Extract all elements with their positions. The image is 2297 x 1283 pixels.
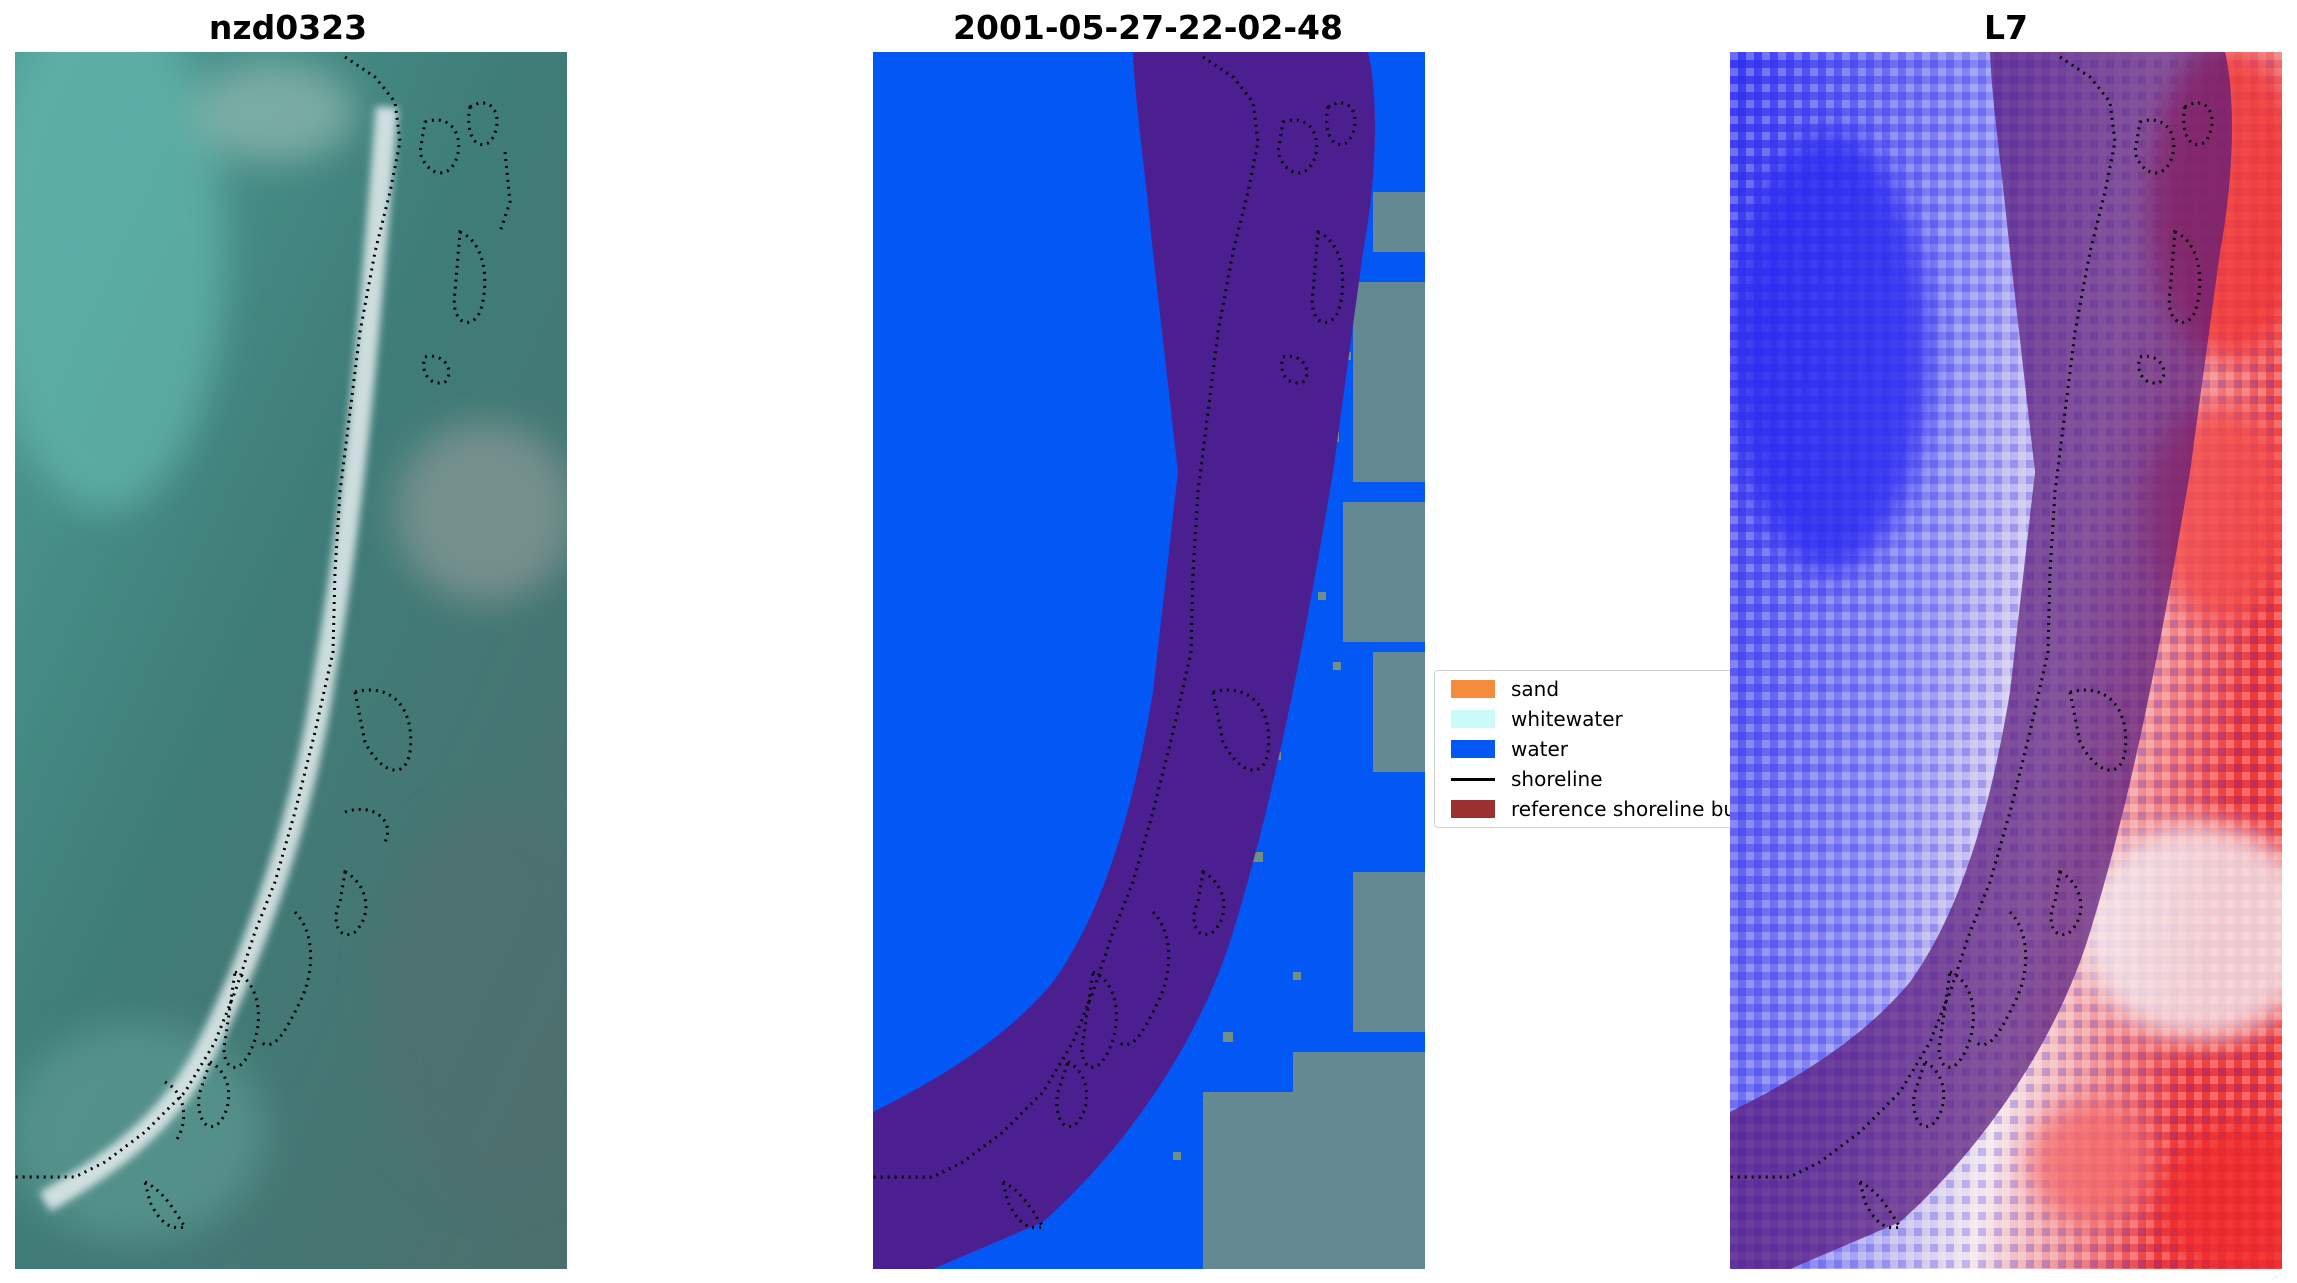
shoreline-contour	[15, 55, 512, 1230]
land-patches	[1203, 192, 1425, 1269]
panel-title-rgb: nzd0323	[208, 8, 368, 47]
legend-swatch-shoreline	[1451, 777, 1495, 781]
rgb-image-panel	[15, 52, 567, 1269]
index-image	[1730, 52, 2282, 1269]
legend-swatch-reference-buffer	[1451, 800, 1495, 818]
legend-item-whitewater: whitewater	[1435, 705, 1623, 733]
index-image-panel	[1730, 52, 2282, 1269]
classified-image-panel	[873, 52, 1425, 1269]
rgb-image	[15, 52, 567, 1269]
legend-label: shoreline	[1511, 767, 1603, 791]
legend-item-reference-buffer: reference shoreline buffer	[1435, 795, 1770, 823]
reference-shoreline-buffer	[873, 52, 1375, 1269]
legend-label: whitewater	[1511, 707, 1623, 731]
legend-item-shoreline: shoreline	[1435, 765, 1603, 793]
panel-title-classified: 2001-05-27-22-02-48	[953, 8, 1343, 47]
legend-label: reference shoreline buffer	[1511, 797, 1771, 821]
legend-item-water: water	[1435, 735, 1568, 763]
legend-label: water	[1511, 737, 1568, 761]
legend-label: sand	[1511, 677, 1560, 701]
legend-swatch-sand	[1451, 680, 1495, 698]
legend-swatch-water	[1451, 740, 1495, 758]
panel-title-index: L7	[1984, 8, 2028, 47]
legend-item-sand: sand	[1435, 675, 1559, 703]
legend-swatch-whitewater	[1451, 710, 1495, 728]
reference-shoreline-buffer	[1730, 52, 2232, 1269]
legend: sand whitewater water shoreline referenc…	[1434, 670, 1776, 828]
classified-image	[873, 52, 1425, 1269]
